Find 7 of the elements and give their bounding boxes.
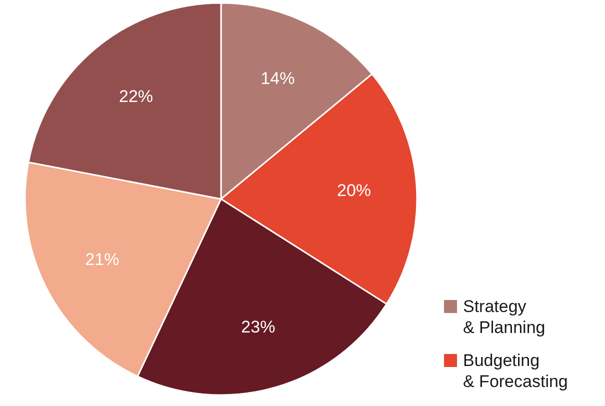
data-label: 20% (337, 181, 372, 200)
data-label: 22% (119, 86, 154, 106)
legend-label: Budgeting & Forecasting (463, 350, 568, 392)
data-label: 14% (260, 68, 295, 88)
data-label: 21% (85, 250, 120, 270)
legend-label: Strategy & Planning (463, 296, 546, 338)
data-label: 23% (241, 317, 276, 336)
